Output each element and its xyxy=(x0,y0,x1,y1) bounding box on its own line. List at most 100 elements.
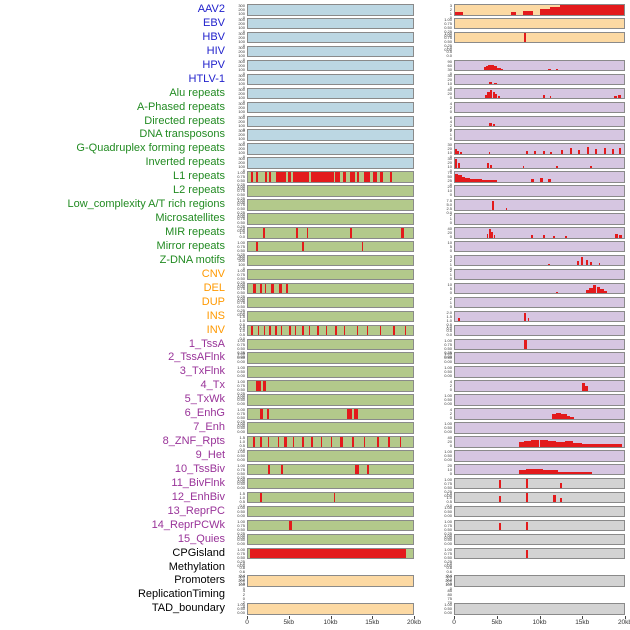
signal-bar xyxy=(347,409,352,419)
y-tick-label: 0 xyxy=(449,182,452,188)
signal-bar xyxy=(531,235,534,238)
signal-bar xyxy=(333,492,336,503)
y-tick-label: 80 xyxy=(447,592,452,598)
right-track-panel xyxy=(454,268,625,281)
track-row: 3_TxFlnk 1.00 0.50 0.00 1.00 0.50 0.00 xyxy=(0,365,630,379)
signal-bar xyxy=(461,176,466,182)
y-tick-label: 0.75 xyxy=(444,522,452,528)
track-row: 5_TxWk 1.00 0.50 0.00 1.00 0.50 0.00 xyxy=(0,393,630,407)
left-y-ticks: 2.0 1.0 0.0 xyxy=(230,227,247,239)
y-tick-label: 200 xyxy=(238,20,245,26)
y-tick-label: 0.50 xyxy=(237,536,245,542)
signal-bar xyxy=(487,64,491,71)
signal-bar xyxy=(539,178,543,182)
track-row: L2 repeats 1.00 0.75 0.50 0.25 0.00 20 10 0 xyxy=(0,184,630,205)
column-gap xyxy=(414,588,437,602)
y-tick-label: 0.50 xyxy=(444,425,452,431)
signal-bar xyxy=(389,172,392,182)
track-label: Mirror repeats xyxy=(156,239,225,252)
y-tick-label: 100 xyxy=(238,150,245,156)
x-axis-tick-label: 15kb xyxy=(365,619,380,627)
y-tick-label: 100 xyxy=(238,136,245,142)
y-tick-label: 0.00 xyxy=(237,186,245,192)
column-gap xyxy=(414,128,437,142)
right-y-ticks: 1.0 0.5 0.0 xyxy=(437,44,454,58)
y-tick-label: 0.0 xyxy=(446,52,452,58)
signal-bar xyxy=(292,437,295,447)
y-tick-label: 100 xyxy=(238,38,245,44)
x-axis-tick-label: 5kb xyxy=(491,619,502,627)
x-axis: 0 5kb 10kb 15kb 20kb 0 5kb 10kb 15kb 20kb xyxy=(0,616,630,628)
left-y-ticks: 300 200 100 0 xyxy=(230,87,247,103)
y-tick-label: 0.5 xyxy=(239,331,245,337)
y-tick-label: 0.5 xyxy=(239,443,245,449)
y-tick-label: 0.0 xyxy=(239,325,245,331)
y-tick-label: 0.0 xyxy=(446,325,452,331)
y-tick-label: 1.00 xyxy=(444,30,452,36)
y-tick-label: 0 xyxy=(449,154,452,160)
signal-bar xyxy=(284,437,287,447)
left-track-panel xyxy=(247,310,414,323)
y-tick-label: 0.5 xyxy=(239,321,245,327)
left-y-ticks: 300 200 100 0 xyxy=(230,575,247,591)
right-track-panel xyxy=(454,31,625,44)
left-track-panel xyxy=(247,73,414,86)
y-tick-label: 200 xyxy=(445,578,452,584)
signal-bar xyxy=(281,464,283,475)
signal-bar xyxy=(524,312,527,322)
y-tick-label: 0.25 xyxy=(237,224,245,230)
track-label: AAV2 xyxy=(197,3,225,15)
left-track-panel xyxy=(247,282,414,295)
y-tick-label: 1 xyxy=(449,11,452,16)
y-tick-label: 1.00 xyxy=(237,295,245,301)
track-row: 14_ReprPCWk 1.00 0.75 0.50 0.25 0.00 1.00 0.7… xyxy=(0,519,630,539)
signal-bar xyxy=(552,413,556,419)
signal-bar xyxy=(618,148,621,154)
y-tick-label: 1.00 xyxy=(237,239,245,245)
column-gap xyxy=(414,379,437,393)
track-label: 1_TssA xyxy=(188,337,225,350)
left-track-panel xyxy=(247,366,414,378)
y-tick-label: 85 xyxy=(447,588,452,594)
x-axis-tick-label: 10kb xyxy=(323,619,338,627)
signal-bar xyxy=(500,68,504,71)
y-tick-label: 1.00 xyxy=(237,462,245,468)
column-gap xyxy=(414,393,437,407)
signal-bar xyxy=(483,67,486,71)
left-track-panel xyxy=(247,394,414,406)
x-axis-spacer xyxy=(0,616,230,628)
y-tick-label: 4 xyxy=(449,379,452,385)
y-tick-label: 1.0 xyxy=(446,44,452,50)
signal-bar xyxy=(525,521,529,531)
y-tick-label: 1.00 xyxy=(237,407,245,413)
left-track-panel xyxy=(247,115,414,127)
left-track-panel xyxy=(247,101,414,114)
track-label: 10_TssBiv xyxy=(174,462,225,475)
left-y-ticks: 4 2 0 -2 -4 xyxy=(230,589,247,609)
y-tick-label: -4 xyxy=(241,604,245,610)
track-label: L2 repeats xyxy=(173,184,225,197)
signal-bar xyxy=(289,520,292,531)
y-tick-label: 0.25 xyxy=(237,307,245,313)
signal-bar xyxy=(343,325,345,336)
right-y-ticks: 40 20 0 xyxy=(437,87,454,99)
y-tick-label: 0.00 xyxy=(237,228,245,234)
signal-bar xyxy=(373,172,377,182)
signal-bar xyxy=(600,289,604,294)
y-tick-label: 0.25 xyxy=(444,488,452,494)
y-tick-label: 0.50 xyxy=(444,606,452,612)
track-row: HPV 300 200 100 0 90 60 30 0 xyxy=(0,59,630,75)
y-tick-label: 0.50 xyxy=(237,453,245,458)
track-row: DEL 1.00 0.75 0.50 0.25 0.00 10 5 0 xyxy=(0,282,630,302)
track-label: HTLV-1 xyxy=(188,72,225,85)
y-tick-label: 0.50 xyxy=(237,387,245,393)
signal-bar xyxy=(498,495,502,503)
y-tick-label: 0.50 xyxy=(237,526,245,532)
y-tick-label: 0 xyxy=(242,28,245,34)
y-tick-label: 0.50 xyxy=(444,24,452,30)
track-row: Low_complexity A/T rich regions 1.00 0.75… xyxy=(0,198,630,219)
signal-bar xyxy=(266,409,270,419)
signal-bar xyxy=(486,233,489,238)
y-tick-label: 1.00 xyxy=(237,602,245,608)
track-row: 10_TssBiv 1.00 0.75 0.50 0.25 0.00 20 10 0 xyxy=(0,462,630,483)
